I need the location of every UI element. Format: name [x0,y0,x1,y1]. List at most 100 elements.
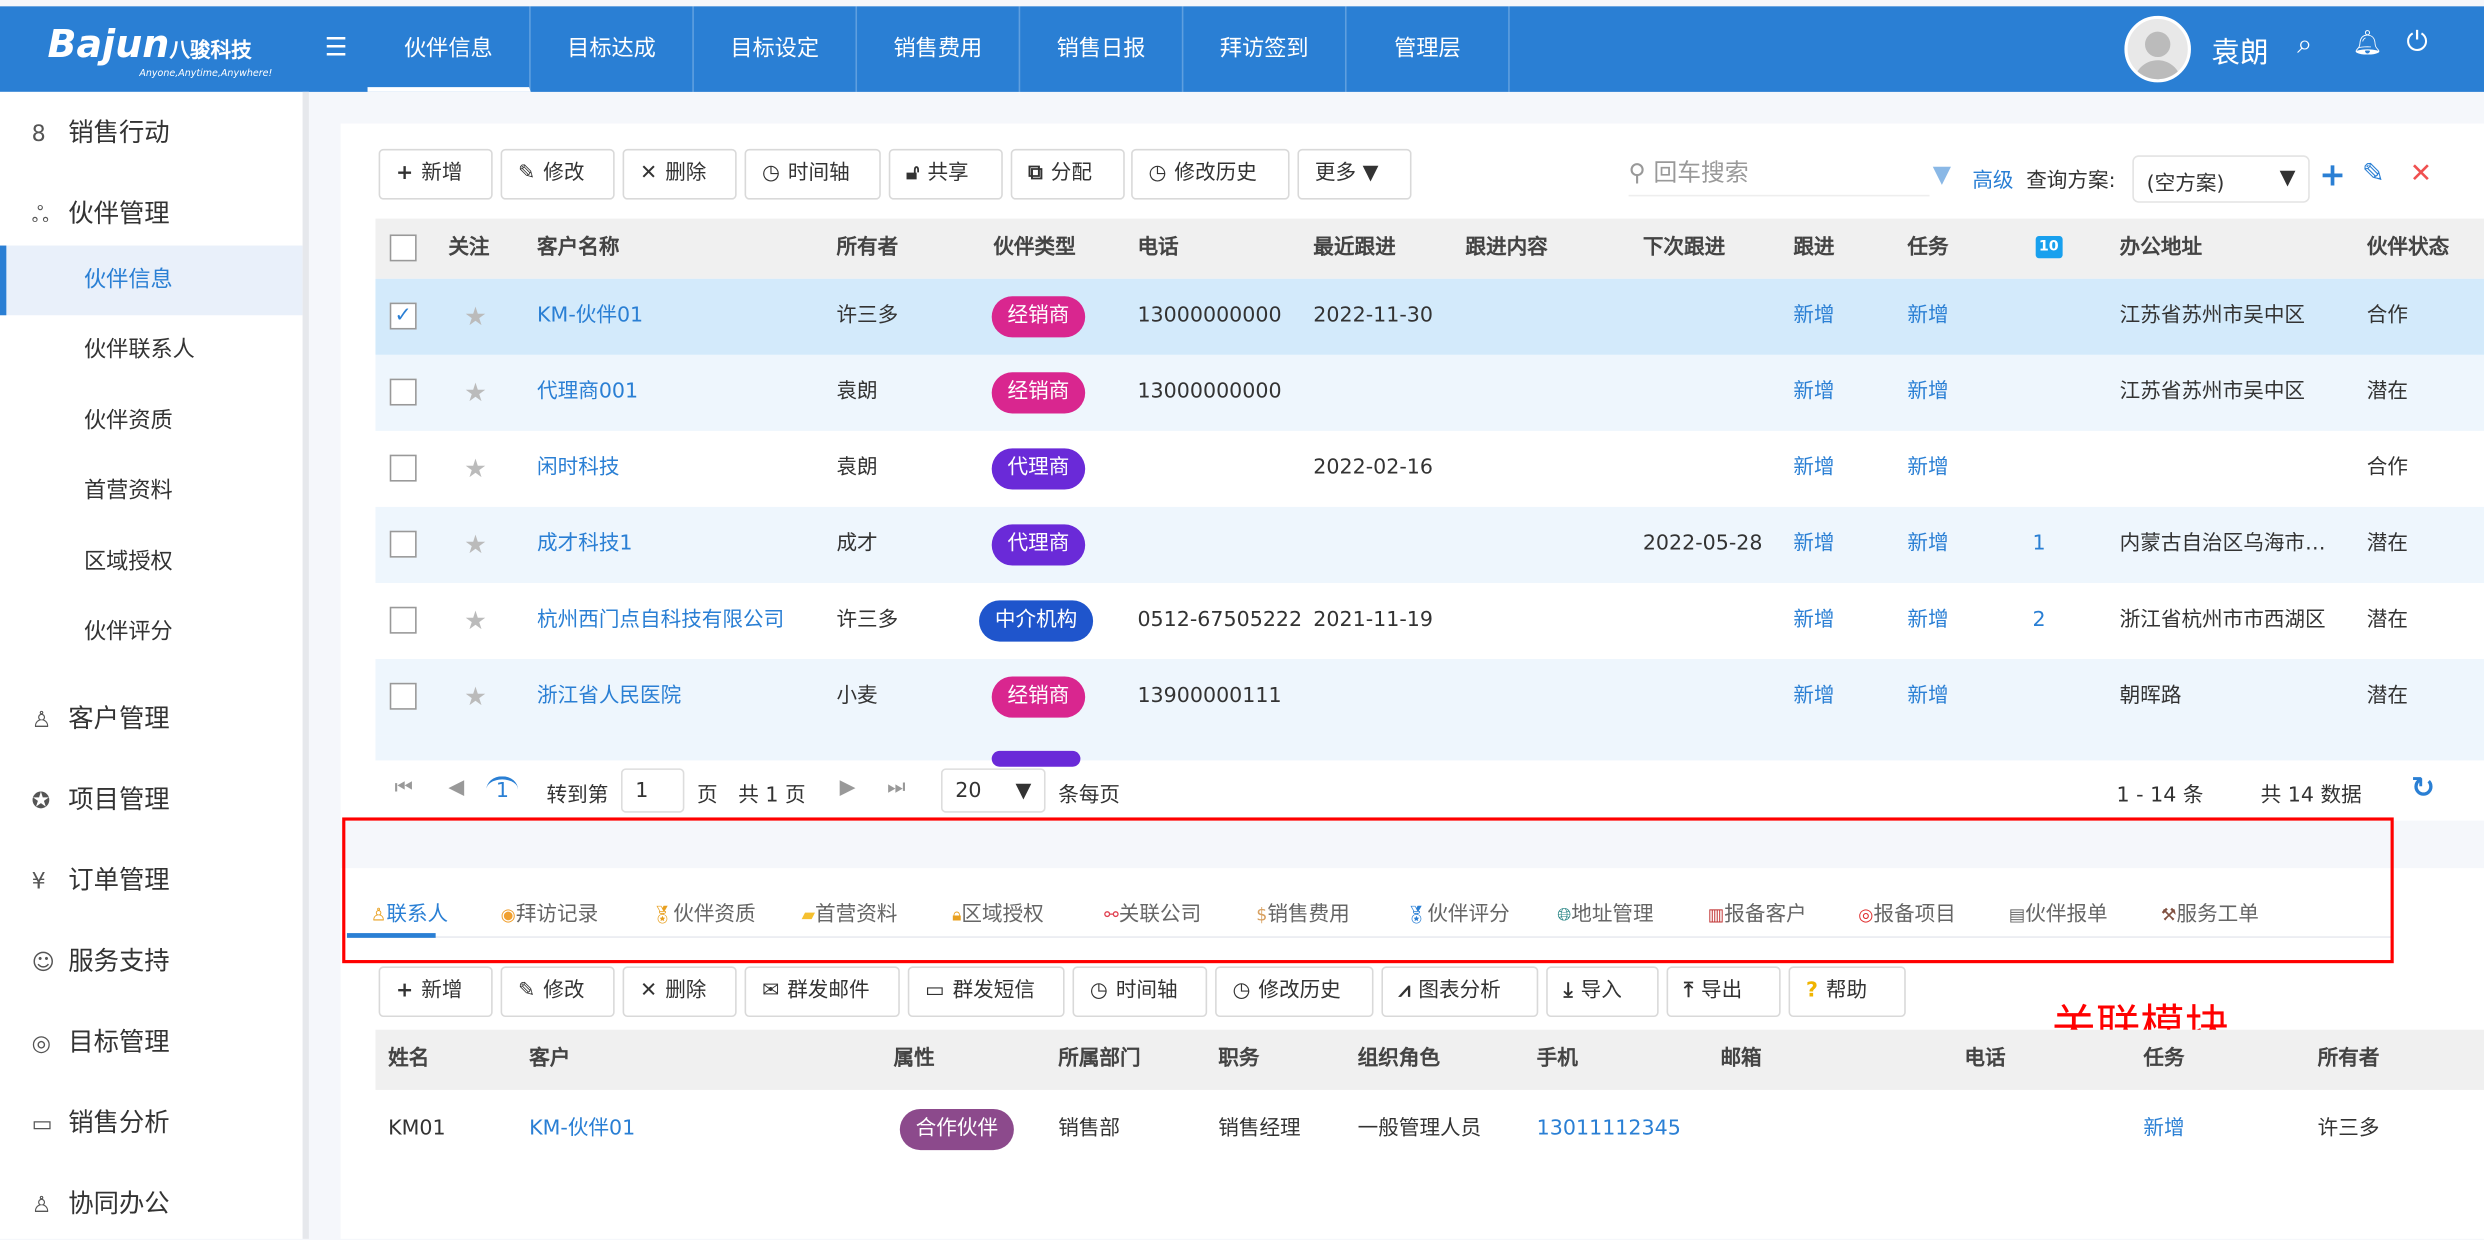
followup-add-link[interactable]: 新增 [1793,608,1835,633]
sidebar-item[interactable]: ¥ 订单管理 [0,846,303,916]
star-icon[interactable]: ★ [464,377,487,408]
column-header[interactable]: 关注 [448,236,490,260]
last-page-icon[interactable]: ⏭ [887,776,906,801]
column-header[interactable]: 最近跟进 [1313,236,1396,260]
sidebar-item[interactable]: ✪ 项目管理 [0,765,303,835]
first-page-icon[interactable]: ⏮ [394,776,414,801]
task-add-link[interactable]: 新增 [1907,456,1949,481]
row-checkbox[interactable]: ✓ [389,302,417,330]
nav-tab[interactable]: 销售日报 [1020,6,1184,92]
toolbar-button[interactable]: + 新增 [378,148,493,200]
column-header[interactable]: 伙伴类型 [993,236,1076,260]
table-row[interactable]: ✓ ★ KM-伙伴01 许三多 经销商 13000000000 2022-11-… [375,278,2484,355]
contacts-toolbar-button[interactable]: + 新增 [378,966,493,1018]
search-icon[interactable]: ⌕ [2297,28,2313,61]
scheme-select[interactable]: (空方案) ▼ [2132,155,2310,203]
row-checkbox[interactable] [389,682,417,710]
customer-name-link[interactable]: 杭州西门点自科技有限公司 [537,608,785,633]
edit-scheme-icon[interactable]: ✎ [2362,158,2385,191]
star-icon[interactable]: ★ [464,605,487,636]
related-tab[interactable]: ♙联系人 [370,902,449,927]
column-header[interactable]: 组织角色 [1357,1047,1441,1071]
column-header[interactable]: 职务 [1218,1047,1260,1071]
followup-add-link[interactable]: 新增 [1793,684,1835,709]
goto-page-input[interactable]: 1 [621,768,685,813]
related-tab[interactable]: ◎报备项目 [1858,902,1956,927]
star-icon[interactable]: ★ [464,529,487,560]
table-row[interactable]: ★ 浙江省人民医院 小麦 经销商 13900000111 新增 新增 朝晖路 潜… [375,659,2484,736]
column-header[interactable]: 电话 [1964,1047,2006,1071]
star-icon[interactable]: ★ [464,453,487,484]
related-tab[interactable]: ⚯关联公司 [1104,902,1202,927]
sidebar-item[interactable]: ▭ 销售分析 [0,1088,303,1158]
next-page-icon[interactable]: ▶ [839,776,856,801]
column-header[interactable]: 跟进内容 [1465,236,1548,260]
table-row[interactable]: KM01 KM-伙伴01 合作伙伴 销售部 销售经理 一般管理人员 13011112345 新… [375,1093,2484,1166]
toolbar-button[interactable]: ⧉ 分配 [1010,148,1125,200]
toolbar-button[interactable]: 更多 ▼ [1297,148,1412,200]
nav-tab[interactable]: 目标设定 [694,6,858,92]
related-tab[interactable]: $销售费用 [1256,902,1350,927]
refresh-icon[interactable]: ↻ [2411,771,2436,805]
column-header[interactable]: 所属部门 [1058,1047,1141,1071]
select-all-checkbox[interactable] [389,234,417,262]
related-tab[interactable]: 🏅︎伙伴评分 [1405,902,1510,927]
row-checkbox[interactable] [389,454,417,482]
nav-tab[interactable]: 目标达成 [531,6,694,92]
contacts-toolbar-button[interactable]: ⩘ 图表分析 [1381,966,1539,1018]
task-add-link[interactable]: 新增 [1907,532,1949,557]
column-header[interactable]: 属性 [893,1047,935,1071]
column-header[interactable]: 客户名称 [537,236,620,260]
related-tab[interactable]: ▰首营资料 [801,902,898,927]
related-tab[interactable]: ▥报备客户 [1707,902,1807,927]
star-icon[interactable]: ★ [464,681,487,712]
customer-name-link[interactable]: 成才科技1 [537,532,633,557]
column-header[interactable]: 所有者 [836,236,899,260]
sidebar-item[interactable]: 8 销售行动 [0,98,303,168]
column-header[interactable]: 办公地址 [2119,236,2203,260]
star-icon[interactable]: ★ [464,300,487,332]
task-add-link[interactable]: 新增 [1907,684,1949,709]
row-checkbox[interactable] [389,530,417,558]
sidebar-subitem[interactable]: 伙伴资质 [83,408,173,434]
current-page[interactable]: 1 [486,776,519,803]
delete-scheme-icon[interactable]: ✕ [2409,158,2433,191]
related-tab[interactable]: 🌐︎地址管理 [1557,902,1654,927]
customer-name-link[interactable]: 代理商001 [537,380,639,404]
sidebar-subitem[interactable]: 首营资料 [83,478,173,505]
contact-mobile[interactable]: 13011112345 [1536,1116,1681,1141]
contacts-toolbar-button[interactable]: ▭ 群发短信 [907,966,1065,1018]
count-link[interactable]: 1 [2032,532,2046,557]
bell-icon[interactable]: 🔔︎ [2352,28,2383,58]
count-link[interactable]: 2 [2032,608,2046,633]
followup-add-link[interactable]: 新增 [1793,380,1835,404]
contacts-toolbar-button[interactable]: ⤓ 导入 [1546,966,1659,1018]
sidebar-item[interactable]: ♙ 协同办公 [0,1169,303,1239]
related-tab[interactable]: 🏅︎伙伴资质 [651,902,756,927]
contact-task[interactable]: 新增 [2143,1116,2185,1141]
contacts-toolbar-button[interactable]: ✕ 删除 [622,966,737,1018]
column-header[interactable]: 任务 [2143,1047,2185,1071]
sidebar-item[interactable]: ♙ 客户管理 [0,684,303,754]
toolbar-button[interactable]: ◷ 修改历史 [1131,148,1290,200]
toolbar-button[interactable]: ◷ 时间轴 [744,148,881,200]
related-tab[interactable]: ◉拜访记录 [500,902,599,927]
toolbar-button[interactable]: ✕ 删除 [622,148,737,200]
related-tab[interactable]: 🔒︎区域授权 [952,902,1044,927]
page-size-select[interactable]: 20 ▼ [941,768,1046,813]
contacts-toolbar-button[interactable]: ⤒ 导出 [1666,966,1781,1018]
sidebar-item[interactable]: ☺ 服务支持 [0,927,303,997]
sidebar-item[interactable]: ◎ 目标管理 [0,1008,303,1078]
toolbar-button[interactable]: ✎ 修改 [500,148,615,200]
column-header[interactable]: 任务 [1907,236,1949,260]
customer-name-link[interactable]: KM-伙伴01 [537,304,644,328]
nav-tab[interactable]: 拜访签到 [1183,6,1347,92]
customer-name-link[interactable]: 闲时科技 [537,456,620,481]
column-header[interactable]: 电话 [1137,236,1179,260]
add-scheme-icon[interactable]: + [2319,155,2346,194]
avatar[interactable] [2124,15,2191,83]
sidebar-subitem[interactable]: 伙伴信息 [0,245,303,316]
advanced-search-link[interactable]: 高级 [1972,169,2014,194]
task-add-link[interactable]: 新增 [1907,304,1949,328]
followup-add-link[interactable]: 新增 [1793,456,1835,481]
